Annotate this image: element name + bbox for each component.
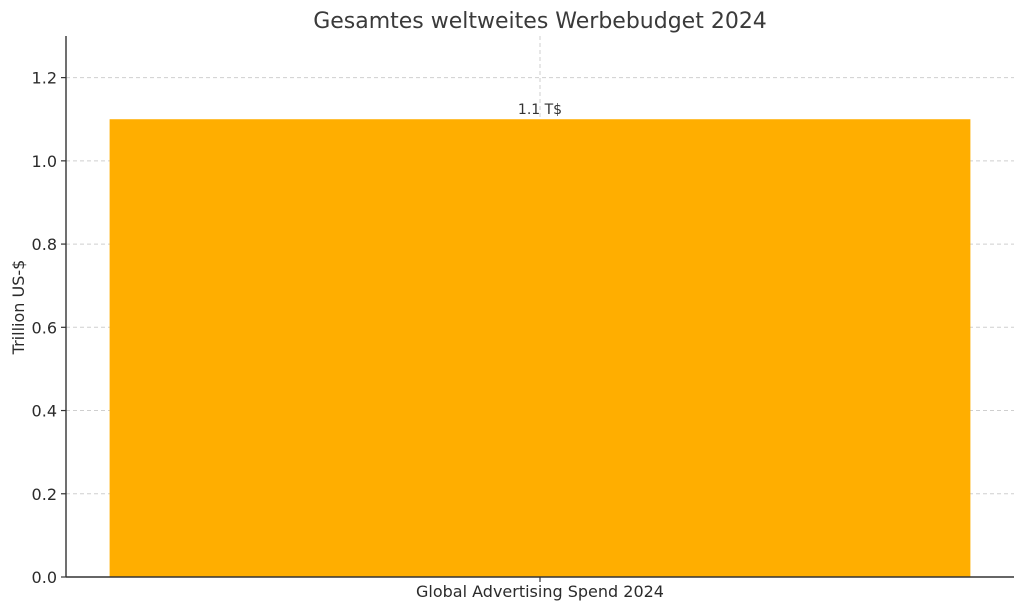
y-axis-label: Trillion US-$ [9,260,28,356]
label-layer: 0.0 0.2 0.4 0.6 0.8 1.0 1.2 1.1 T$ Global Advert… [32,69,664,601]
bar-data-label: 1.1 T$ [518,102,562,118]
y-tick-label: 0.6 [32,318,57,337]
y-tick-label: 0.8 [32,235,57,254]
y-tick-label: 1.2 [32,69,57,88]
chart-title: Gesamtes weltweites Werbebudget 2024 [313,9,767,34]
bar-layer [109,119,971,577]
axis-layer [61,36,1014,582]
y-tick-label: 0.0 [32,568,57,587]
y-tick-label: 0.4 [32,402,57,421]
bar [109,119,971,577]
y-tick-label: 1.0 [32,152,57,171]
x-tick-label: Global Advertising Spend 2024 [416,582,664,601]
y-tick-label: 0.2 [32,485,57,504]
